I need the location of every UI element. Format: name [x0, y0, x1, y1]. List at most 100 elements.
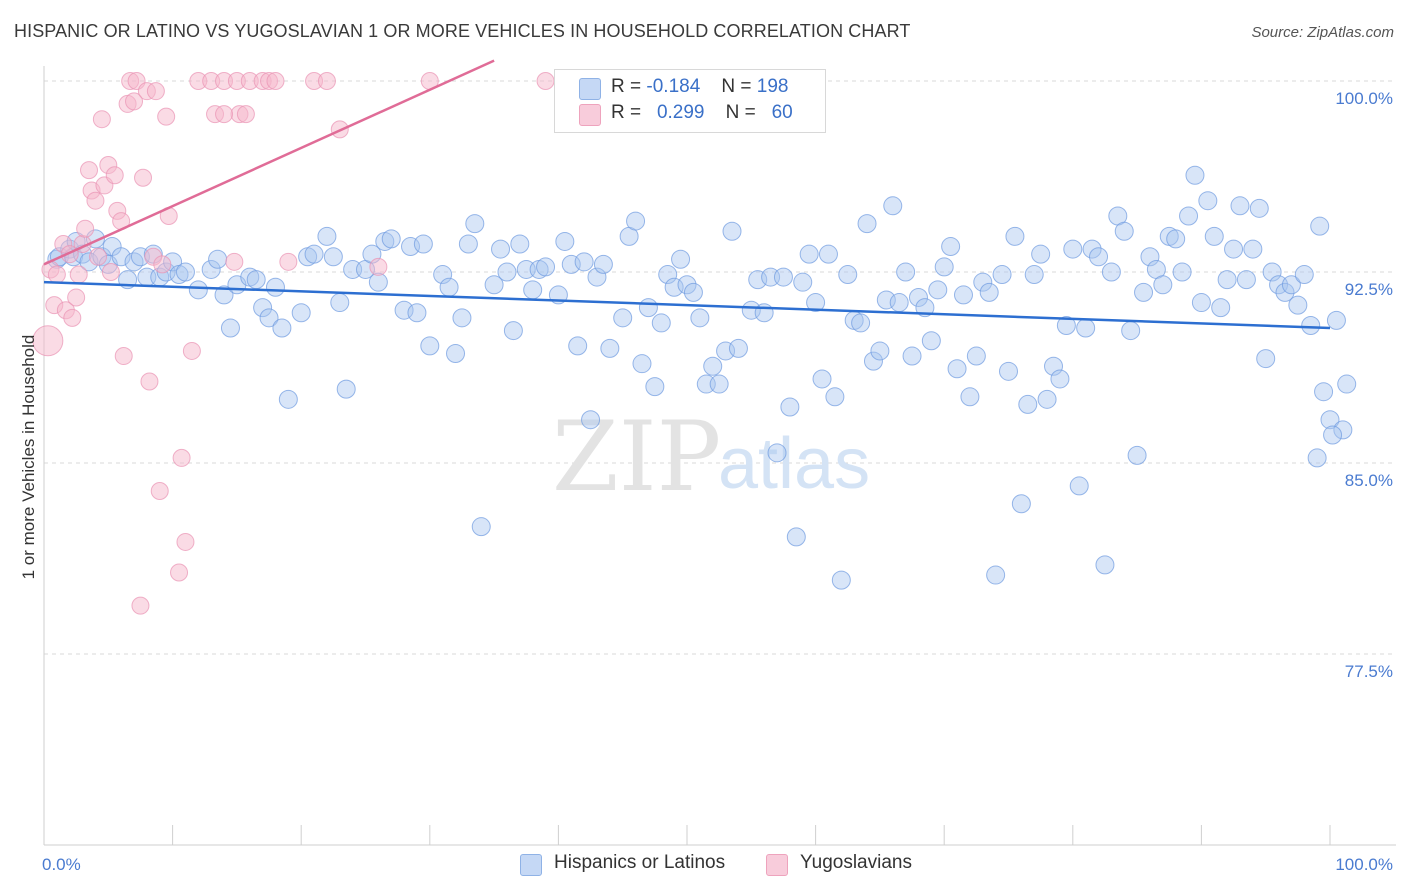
yugoslavian-point: [86, 191, 105, 210]
yugoslavian-point: [131, 596, 150, 615]
yugoslavian-point: [369, 257, 388, 276]
hispanic-point: [587, 267, 607, 287]
hispanic-point: [574, 252, 594, 272]
watermark-atlas: atlas: [718, 424, 870, 504]
hispanic-point: [1191, 293, 1211, 313]
yugoslavian-point: [114, 347, 133, 366]
hispanic-point: [1056, 315, 1076, 335]
hispanic-point: [966, 346, 986, 366]
hispanic-point: [420, 336, 440, 356]
bottom-legend-label: Hispanics or Latinos: [554, 852, 726, 873]
hispanic-point: [1337, 374, 1357, 394]
legend-r-value: 0.299: [656, 102, 705, 123]
y-tick-labels: 100.0% 92.5% 85.0% 77.5%: [1335, 89, 1393, 681]
legend: R = -0.184 N = 198 R = 0.299 N = 60: [554, 69, 826, 133]
hispanic-point: [568, 336, 588, 356]
series-hispanics-points: [47, 165, 1357, 590]
hispanic-point: [1069, 476, 1089, 496]
hispanic-point: [780, 397, 800, 417]
hispanic-point: [407, 303, 427, 323]
hispanic-point: [671, 249, 691, 269]
hispanic-point: [870, 341, 890, 361]
hispanic-point: [902, 346, 922, 366]
hispanic-point: [458, 234, 478, 254]
hispanic-point: [1101, 262, 1121, 282]
hispanic-point: [638, 298, 658, 318]
x-tick-label: 0.0%: [42, 855, 81, 874]
hispanic-point: [1082, 239, 1102, 259]
legend-swatch-blue: [579, 78, 601, 100]
hispanic-point: [1037, 389, 1057, 409]
yugoslavian-point: [170, 563, 189, 582]
hispanic-point: [645, 377, 665, 397]
hispanic-point: [947, 359, 967, 379]
hispanic-point: [1307, 448, 1327, 468]
hispanic-point: [626, 211, 646, 231]
hispanic-point: [889, 293, 909, 313]
bottom-legend-swatch-blue: [520, 854, 542, 876]
yugoslavian-point: [80, 161, 99, 180]
hispanic-point: [471, 517, 491, 537]
hispanic-point: [825, 387, 845, 407]
hispanic-point: [581, 410, 601, 430]
hispanic-point: [1063, 239, 1083, 259]
hispanic-point: [690, 308, 710, 328]
hispanic-point: [497, 262, 517, 282]
y-tick-label: 100.0%: [1335, 89, 1393, 108]
hispanic-point: [1288, 295, 1308, 315]
hispanic-point: [1224, 239, 1244, 259]
hispanic-point: [381, 229, 401, 249]
yugoslavian-point: [536, 72, 555, 90]
hispanic-point: [677, 275, 697, 295]
hispanic-point: [246, 270, 266, 290]
yugoslavian-point: [134, 168, 153, 187]
hispanic-point: [767, 443, 787, 463]
watermark: ZIP atlas: [552, 401, 870, 513]
hispanic-point: [1005, 226, 1025, 246]
hispanic-point: [632, 354, 652, 374]
legend-n-value: 198: [756, 76, 789, 97]
hispanic-point: [1204, 226, 1224, 246]
hispanic-point: [838, 265, 858, 285]
yugoslavian-point: [225, 252, 244, 271]
hispanic-point: [1031, 244, 1051, 264]
hispanic-point: [709, 374, 729, 394]
x-tick-label: 100.0%: [1335, 855, 1393, 874]
axes: [43, 66, 1396, 846]
hispanic-point: [812, 369, 832, 389]
hispanic-point: [291, 303, 311, 323]
hispanic-point: [908, 287, 928, 307]
hispanic-point: [1256, 349, 1276, 369]
hispanic-point: [992, 265, 1012, 285]
hispanic-point: [214, 285, 234, 305]
hispanic-point: [960, 387, 980, 407]
hispanic-point: [703, 356, 723, 376]
hispanic-point: [1211, 298, 1231, 318]
legend-r-label: R =: [611, 76, 642, 97]
hispanic-point: [651, 313, 671, 333]
yugoslavian-point: [32, 325, 64, 357]
legend-r-label: R =: [611, 102, 642, 123]
hispanic-point: [278, 389, 298, 409]
legend-n-value: 60: [771, 102, 793, 123]
hispanic-point: [1243, 239, 1263, 259]
hispanic-point: [773, 267, 793, 287]
hispanic-point: [1050, 369, 1070, 389]
hispanic-point: [600, 338, 620, 358]
hispanic-point: [446, 343, 466, 363]
hispanic-point: [1011, 494, 1031, 514]
x-tick-labels: 0.0% 100.0%: [42, 855, 1393, 874]
hispanic-point: [491, 239, 511, 259]
hispanic-point: [1140, 247, 1160, 267]
yugoslavian-point: [67, 288, 86, 307]
hispanic-point: [1044, 356, 1064, 376]
yugoslavian-point: [157, 107, 176, 126]
hispanic-point: [722, 221, 742, 241]
hispanic-point: [1217, 270, 1237, 290]
yugoslavian-point: [236, 105, 255, 124]
hispanic-point: [1236, 270, 1256, 290]
hispanic-point: [1089, 247, 1109, 267]
hispanic-point: [1301, 315, 1321, 335]
hispanic-point: [613, 308, 633, 328]
